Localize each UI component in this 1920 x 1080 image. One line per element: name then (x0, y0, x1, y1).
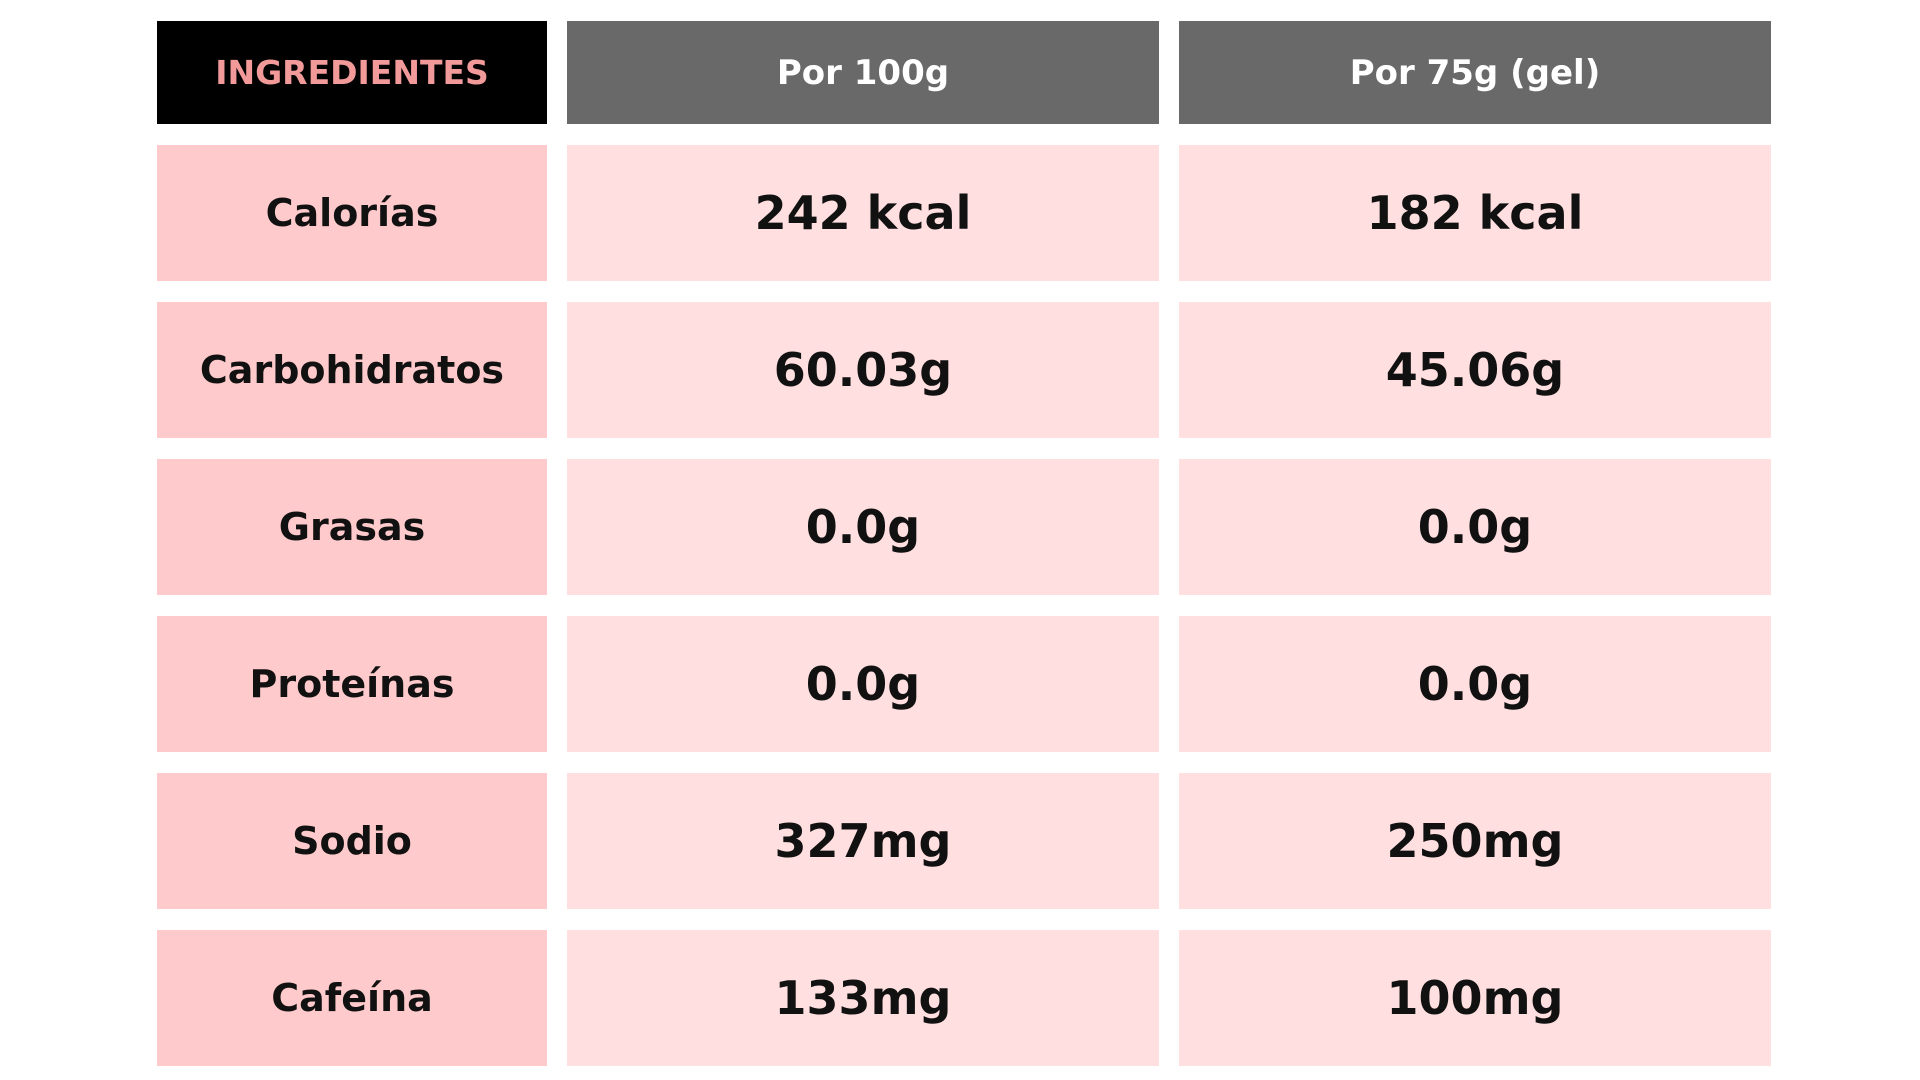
row-label-calories: Calorías (157, 145, 547, 281)
value-caffeine-per-100g: 133mg (567, 930, 1159, 1066)
row-label-proteins: Proteínas (157, 616, 547, 752)
value-proteins-per-75g: 0.0g (1179, 616, 1771, 752)
value-carbohydrates-per-100g: 60.03g (567, 302, 1159, 438)
value-carbohydrates-per-75g: 45.06g (1179, 302, 1771, 438)
value-fats-per-75g: 0.0g (1179, 459, 1771, 595)
value-proteins-per-100g: 0.0g (567, 616, 1159, 752)
value-sodium-per-75g: 250mg (1179, 773, 1771, 909)
row-label-sodium: Sodio (157, 773, 547, 909)
value-sodium-per-100g: 327mg (567, 773, 1159, 909)
value-fats-per-100g: 0.0g (567, 459, 1159, 595)
row-label-carbohydrates: Carbohidratos (157, 302, 547, 438)
value-caffeine-per-75g: 100mg (1179, 930, 1771, 1066)
value-calories-per-75g: 182 kcal (1179, 145, 1771, 281)
header-per-75g-gel: Por 75g (gel) (1179, 21, 1771, 124)
header-ingredients: INGREDIENTES (157, 21, 547, 124)
row-label-fats: Grasas (157, 459, 547, 595)
header-per-100g: Por 100g (567, 21, 1159, 124)
row-label-caffeine: Cafeína (157, 930, 547, 1066)
nutrition-table: INGREDIENTES Por 100g Por 75g (gel) Calo… (157, 21, 1771, 1066)
value-calories-per-100g: 242 kcal (567, 145, 1159, 281)
